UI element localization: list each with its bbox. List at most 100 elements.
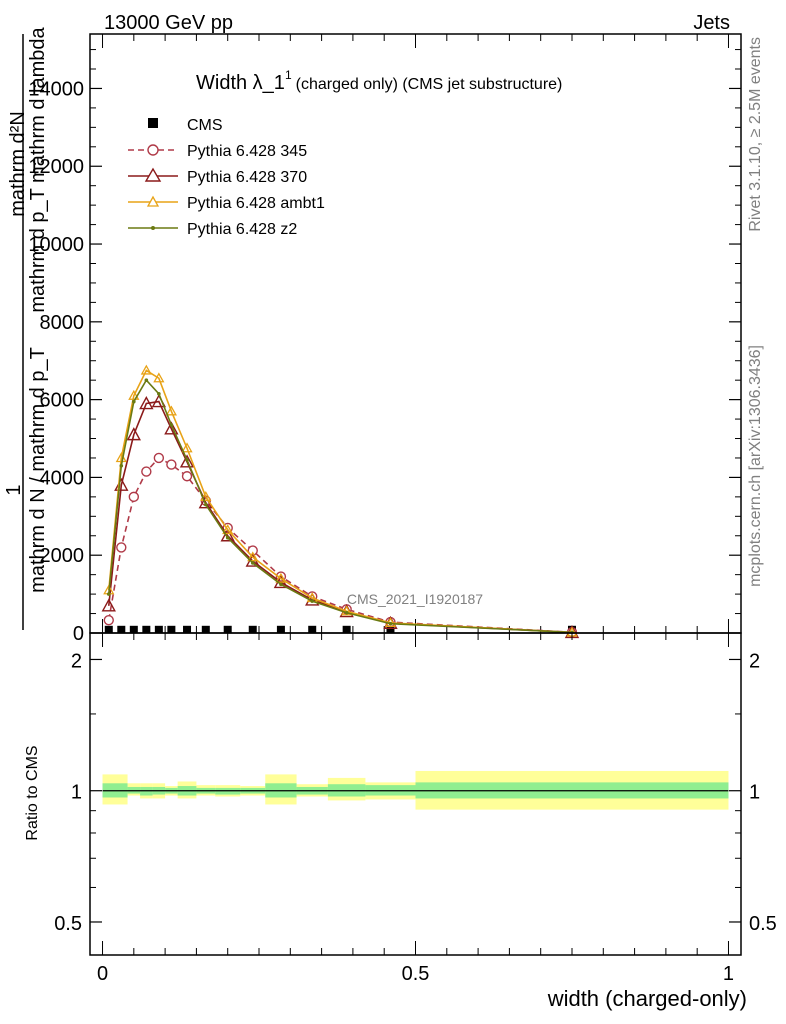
x-axis-label: width (charged-only) [547, 986, 747, 1011]
mcplots-label: mcplots.cern.ch [arXiv:1306.3436] [747, 345, 764, 587]
data-point [153, 452, 165, 464]
ratio-y-tick-label: 1 [71, 782, 82, 804]
data-point [139, 396, 154, 410]
data-point [183, 625, 192, 633]
data-point [341, 605, 353, 616]
legend: CMS Pythia 6.428 345 Pythia 6.428 370 Pythi… [128, 117, 325, 238]
ratio-bands [102, 770, 729, 810]
ylabel-bottom: mathrm d N / mathrm d p_T [27, 347, 49, 593]
data-point [279, 582, 283, 587]
data-point [185, 458, 189, 462]
x-tick-label: 1 [723, 963, 734, 985]
data-point [101, 598, 116, 612]
main-y-tick-label: 12000 [28, 156, 84, 178]
data-point [308, 625, 317, 633]
ylabel-top2: mathrm d p_T mathrm d lambda [27, 26, 49, 312]
data-point [275, 572, 287, 583]
data-point [140, 364, 152, 375]
data-point [157, 391, 161, 396]
data-point [276, 625, 285, 633]
data-point [165, 405, 177, 416]
series-line [107, 456, 573, 634]
data-point [310, 599, 315, 603]
data-point [154, 625, 163, 633]
data-point [116, 542, 127, 553]
legend-entry: Pythia 6.428 z2 [128, 221, 297, 238]
data-point [222, 524, 234, 535]
data-point [248, 625, 257, 633]
data-point [223, 625, 232, 633]
data-point [247, 551, 259, 562]
header-right: Jets [693, 12, 730, 34]
data-point [204, 502, 208, 507]
main-y-tick-label: 0 [73, 623, 84, 645]
legend-marker [147, 144, 159, 156]
data-point [201, 625, 210, 633]
ratio-y-tick-label: 0.5 [54, 913, 82, 935]
legend-label: CMS [187, 117, 223, 134]
legend-label: Pythia 6.428 345 [187, 143, 307, 160]
data-point [117, 625, 126, 633]
data-point [142, 625, 151, 633]
legend-label: Pythia 6.428 ambt1 [187, 195, 325, 212]
chart-title: Width λ_11(charged only) (CMS jet substr… [196, 68, 562, 94]
data-point [103, 614, 114, 626]
data-point [164, 421, 179, 435]
series-line [107, 369, 573, 634]
data-point [126, 427, 141, 441]
series-line [107, 400, 573, 634]
legend-marker [144, 167, 162, 182]
legend-marker [151, 226, 155, 230]
data-point [141, 466, 152, 477]
ratio-y-tick-label: 2 [71, 650, 82, 672]
main-y-tick-label: 10000 [28, 234, 84, 256]
data-point [166, 459, 177, 470]
data-point [220, 528, 235, 542]
data-point [200, 491, 212, 502]
legend-marker [146, 195, 160, 207]
data-point [128, 389, 140, 400]
main-y-tick-label: 4000 [40, 467, 85, 489]
data-point [104, 625, 113, 633]
legend-entry: Pythia 6.428 345 [128, 143, 307, 160]
data-point [344, 610, 349, 615]
legend-entry: Pythia 6.428 370 [128, 167, 307, 186]
data-point [250, 561, 255, 565]
data-point [153, 372, 165, 383]
watermark: CMS_2021_I1920187 [347, 591, 483, 607]
x-tick-label: 0 [97, 963, 108, 985]
data-point [181, 471, 193, 482]
legend-entry: CMS [148, 117, 223, 134]
header-left: 13000 GeV pp [104, 12, 233, 34]
legend-label: Pythia 6.428 z2 [187, 221, 297, 238]
ylabel-one: 1 [3, 484, 25, 495]
data-point [128, 491, 140, 503]
data-point [167, 625, 176, 633]
series-4 [106, 378, 574, 635]
main-y-tick-label: 8000 [40, 312, 85, 334]
ratio-ylabel: Ratio to CMS [24, 745, 41, 840]
data-point [386, 625, 395, 633]
series-line [107, 378, 573, 634]
ratio-y-tick-label-right: 1 [749, 782, 760, 804]
ratio-y-tick-label-right: 0.5 [749, 913, 777, 935]
ratio-y-ticks: 0.5 0.5 1 1 2 2 [54, 650, 777, 935]
main-series [101, 364, 580, 639]
main-ylabel: 1 mathrm d²N mathrm d p_T mathrm d lambd… [3, 26, 49, 630]
legend-label: Pythia 6.428 370 [187, 169, 307, 186]
main-y-tick-label: 2000 [40, 545, 85, 567]
x-ticks: 0 0.5 1 [97, 633, 734, 985]
main-y-ticks: 0 2000 4000 6000 8000 10000 12000 14000 [28, 34, 741, 645]
ratio-plot: 0.5 0.51 12 2 0 0.5 1 [54, 632, 777, 985]
rivet-label: Rivet 3.1.10, ≥ 2.5M events [747, 37, 764, 232]
data-point [119, 463, 124, 468]
ratio-frame [89, 632, 742, 956]
data-point [179, 454, 195, 468]
main-plot: 0 2000 4000 6000 8000 10000 12000 14000 CMS_202… [28, 33, 742, 645]
data-point [129, 625, 138, 633]
data-point [342, 625, 351, 633]
data-point [181, 442, 193, 453]
main-y-tick-label: 14000 [28, 78, 84, 100]
x-tick-label: 0.5 [402, 963, 430, 985]
